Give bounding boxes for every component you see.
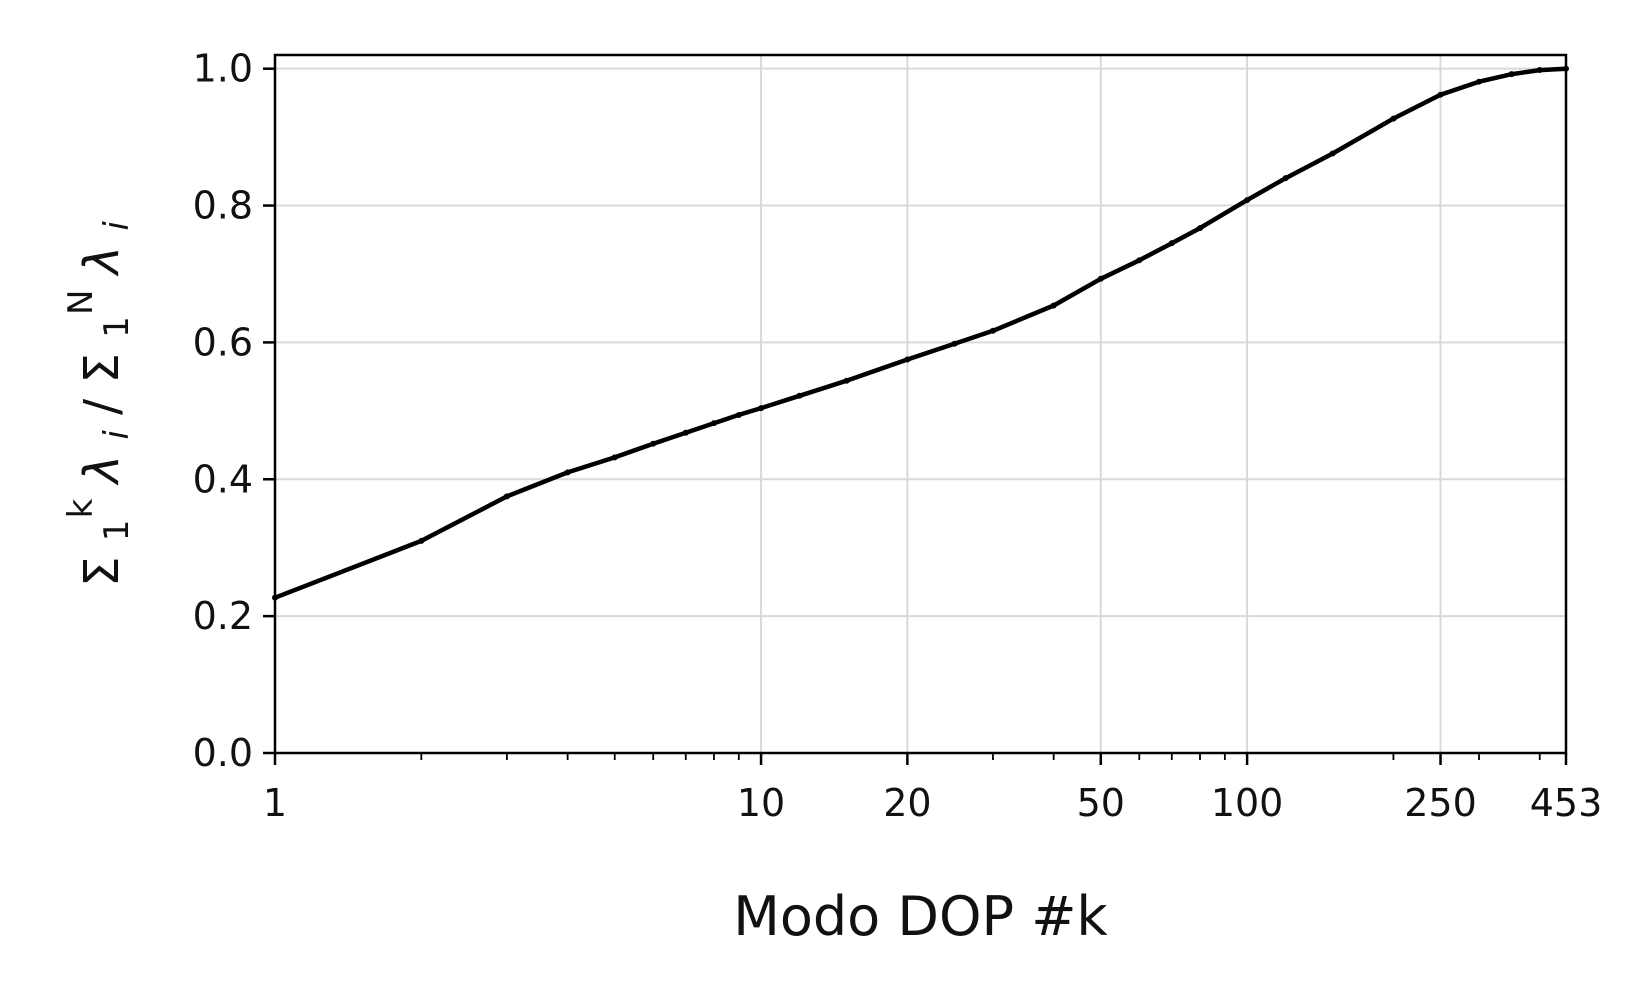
x-tick-label: 250 [1404,781,1477,825]
series-layer [272,65,1569,601]
y-axis-label: Σ 1 k λ i / Σ 1 N λ i [48,221,140,587]
data-point [1390,115,1397,122]
data-point [735,411,742,418]
data-point [1329,150,1336,157]
x-tick-label: 50 [1077,781,1125,825]
data-point [682,429,689,436]
data-point [1196,225,1203,232]
data-point [1536,67,1543,74]
y-tick-label: 0.8 [193,184,253,228]
plot-frame [273,53,1568,755]
data-point [904,356,911,363]
data-point [989,327,996,334]
x-axis-label: Modo DOP #k [733,885,1108,948]
data-point [843,377,850,384]
data-point [1097,275,1104,282]
x-tick-label: 10 [737,781,785,825]
data-point [1476,78,1483,85]
data-point [564,469,571,476]
x-tick-label: 1 [263,781,287,825]
data-point [1508,71,1515,78]
data-point [1244,197,1251,204]
data-point [1282,175,1289,182]
data-point [710,420,717,427]
y-tick-label: 0.6 [193,320,253,364]
y-label-i-1: i [97,430,137,440]
y-label-i-2: i [97,221,137,231]
svg-text:Σ 1 k λ: Σ 1 k λ i / Σ 1 N λ i [48,221,140,587]
data-point [951,340,958,347]
x-tick-label: 100 [1211,781,1284,825]
x-tick-label: 453 [1530,781,1603,825]
y-tick-label: 0.4 [193,457,253,501]
y-label-separator: / Σ [74,353,130,415]
data-point [611,454,618,461]
y-tick-label: 1.0 [193,47,253,91]
y-label-sub-2: 1 [97,316,137,338]
y-label-lambda-1: λ [74,455,130,486]
data-point [1050,302,1057,309]
y-label-sup-k: k [61,498,101,518]
y-tick-label: 0.0 [193,731,253,775]
data-point [1136,257,1143,264]
ticks-layer: 1 10 20 50 100 250 453 0.0 0.2 0.4 0.6 0.8 1.0 [193,47,1603,825]
y-label-sub-1: 1 [97,520,137,542]
y-tick-label: 0.2 [193,594,253,638]
y-label-sup-n: N [61,290,101,315]
data-point [758,405,765,412]
data-point [796,392,803,399]
data-point [650,440,657,447]
data-point [1437,91,1444,98]
data-point [418,537,425,544]
x-tick-label: 20 [883,781,931,825]
y-label-sigma-1: Σ [74,556,130,586]
data-point [503,493,510,500]
data-point [1168,240,1175,247]
y-label-lambda-2: λ [74,246,130,277]
